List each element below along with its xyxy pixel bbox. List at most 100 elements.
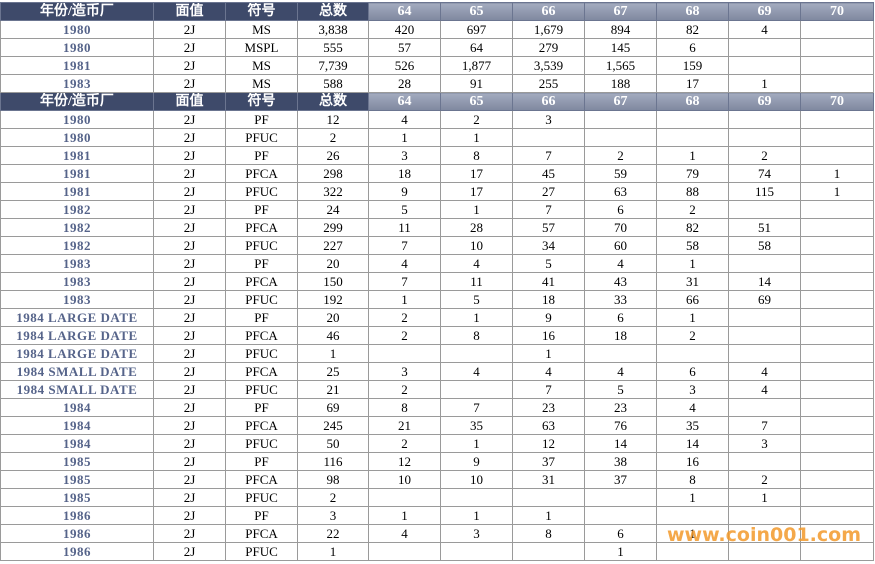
cell: 4	[728, 20, 801, 39]
data-row: 1984 LARGE DATE 2J PF 20 2 1 9 6 1	[0, 308, 874, 327]
cell: 894	[584, 20, 657, 39]
cell: PF	[225, 452, 298, 471]
cell: 1	[656, 488, 729, 507]
cell: 555	[297, 38, 369, 57]
cell: 6	[584, 200, 657, 219]
cell: 2J	[153, 506, 226, 525]
cell: 63	[584, 182, 657, 201]
cell	[728, 110, 801, 129]
data-row: 1984 2J PFUC 50 2 1 12 14 14 3	[0, 434, 874, 453]
data-row: 1985 2J PFCA 98 10 10 31 37 8 2	[0, 470, 874, 489]
data-row: 1983 2J PF 20 4 4 5 4 1	[0, 254, 874, 273]
cell: 66	[656, 290, 729, 309]
cell: PFUC	[225, 128, 298, 147]
header-cell: 64	[368, 92, 441, 111]
cell: 38	[584, 452, 657, 471]
cell: 59	[584, 164, 657, 183]
cell: 8	[440, 326, 513, 345]
cell: 1	[800, 182, 874, 201]
cell: 697	[440, 20, 513, 39]
cell: 298	[297, 164, 369, 183]
cell	[800, 362, 874, 381]
cell: PFUC	[225, 380, 298, 399]
data-row: 1980 2J MSPL 555 57 64 279 145 6	[0, 38, 874, 57]
cell	[728, 200, 801, 219]
cell: 2J	[153, 398, 226, 417]
cell: 2J	[153, 416, 226, 435]
cell: 9	[368, 182, 441, 201]
cell: PFCA	[225, 416, 298, 435]
year-cell: 1986	[0, 506, 154, 525]
cell	[800, 488, 874, 507]
cell: 2J	[153, 452, 226, 471]
cell: 3	[440, 524, 513, 543]
cell: 2J	[153, 38, 226, 57]
header-cell: 符号	[225, 2, 298, 21]
cell: 1	[368, 128, 441, 147]
cell: 1,877	[440, 56, 513, 75]
cell	[512, 488, 585, 507]
cell: 20	[297, 254, 369, 273]
cell: 2J	[153, 524, 226, 543]
cell: 41	[512, 272, 585, 291]
cell: 11	[440, 272, 513, 291]
watermark: www.coin001.com	[666, 524, 861, 546]
cell: 57	[512, 218, 585, 237]
data-row: 1986 2J PFUC 1 1	[0, 542, 874, 561]
cell: PFCA	[225, 272, 298, 291]
cell: 9	[440, 452, 513, 471]
cell: 2J	[153, 110, 226, 129]
cell: 58	[728, 236, 801, 255]
cell: 2J	[153, 542, 226, 561]
header-cell: 65	[440, 92, 513, 111]
cell: 2J	[153, 434, 226, 453]
cell	[800, 398, 874, 417]
cell: PF	[225, 308, 298, 327]
cell: PF	[225, 398, 298, 417]
data-row: 1982 2J PFUC 227 7 10 34 60 58 58	[0, 236, 874, 255]
cell	[728, 56, 801, 75]
cell: PFCA	[225, 524, 298, 543]
header-row: 年份/造币厂 面值 符号 总数 64 65 66 67 68 69 70	[0, 2, 874, 21]
cell: 1	[440, 200, 513, 219]
cell: 1	[656, 308, 729, 327]
cell: 115	[728, 182, 801, 201]
data-row: 1983 2J PFUC 192 1 5 18 33 66 69	[0, 290, 874, 309]
cell: 3	[728, 434, 801, 453]
cell: 2J	[153, 272, 226, 291]
cell: 7	[368, 272, 441, 291]
data-row: 1981 2J PF 26 3 8 7 2 1 2	[0, 146, 874, 165]
cell: 20	[297, 308, 369, 327]
data-row: 1984 LARGE DATE 2J PFUC 1 1	[0, 344, 874, 363]
cell	[512, 128, 585, 147]
cell: PFUC	[225, 290, 298, 309]
cell: 5	[368, 200, 441, 219]
year-cell: 1980	[0, 128, 154, 147]
cell	[728, 308, 801, 327]
data-row: 1980 2J PFUC 2 1 1	[0, 128, 874, 147]
data-row: 1984 LARGE DATE 2J PFCA 46 2 8 16 18 2	[0, 326, 874, 345]
cell: PFUC	[225, 542, 298, 561]
cell: 69	[297, 398, 369, 417]
cell: 4	[584, 362, 657, 381]
cell: 145	[584, 38, 657, 57]
cell: 8	[512, 524, 585, 543]
cell: 25	[297, 362, 369, 381]
cell: 23	[512, 398, 585, 417]
cell: 1	[728, 488, 801, 507]
cell: 1	[440, 128, 513, 147]
cell: 88	[656, 182, 729, 201]
cell: 2	[368, 380, 441, 399]
cell: 69	[728, 290, 801, 309]
cell: 3,539	[512, 56, 585, 75]
cell: 5	[440, 290, 513, 309]
cell: 4	[368, 110, 441, 129]
cell: 2J	[153, 344, 226, 363]
cell: 18	[584, 326, 657, 345]
cell: 1	[584, 542, 657, 561]
header-cell: 65	[440, 2, 513, 21]
year-cell: 1982	[0, 218, 154, 237]
cell: 16	[656, 452, 729, 471]
year-cell: 1984 LARGE DATE	[0, 344, 154, 363]
cell: 2	[656, 200, 729, 219]
